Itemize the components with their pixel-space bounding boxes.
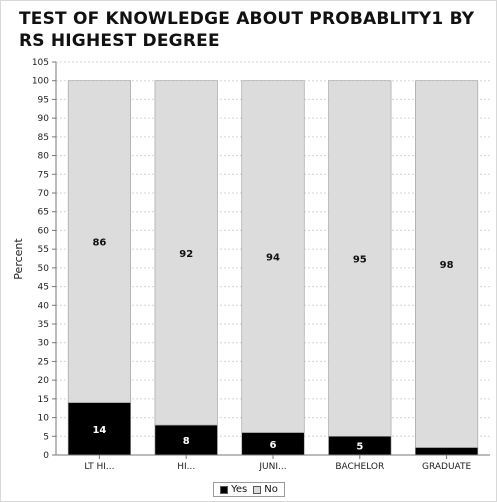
y-tick-label: 5: [43, 432, 49, 442]
chart-title: TEST OF KNOWLEDGE ABOUT PROBABLITY1 BY R…: [19, 9, 475, 51]
bars-layer: [67, 80, 479, 456]
y-tick-label: 25: [38, 357, 49, 367]
y-tick-label: 15: [38, 395, 49, 405]
x-tick-label: HI...: [177, 462, 195, 472]
y-tick-label: 75: [38, 170, 49, 180]
y-tick-label: 50: [38, 264, 50, 274]
bar-no-3: [241, 80, 305, 433]
data-label-no-2: 92: [179, 249, 193, 260]
y-tick-label: 20: [38, 376, 50, 386]
data-label-yes-3: 6: [270, 440, 277, 451]
y-tick-label: 55: [38, 245, 49, 255]
y-tick-label: 35: [38, 320, 49, 330]
legend-label-no: No: [264, 484, 278, 495]
y-tick-label: 80: [38, 152, 50, 162]
legend: Yes No: [213, 482, 285, 497]
y-tick-label: 0: [43, 451, 49, 461]
bar-no-4: [328, 80, 392, 437]
legend-item-no: No: [253, 484, 278, 495]
y-tick-label: 100: [32, 77, 49, 87]
legend-label-yes: Yes: [231, 484, 248, 495]
x-tick-label: JUNI...: [258, 462, 286, 472]
y-tick-label: 40: [38, 301, 50, 311]
y-axis-label: Percent: [12, 238, 25, 280]
y-tick-label: 30: [38, 339, 50, 349]
legend-item-yes: Yes: [220, 484, 247, 495]
data-label-no-5: 98: [440, 260, 454, 271]
data-label-no-4: 95: [353, 255, 367, 266]
bar-yes-5: [415, 447, 479, 456]
bar-yes-1: [67, 402, 131, 456]
y-tick-label: 70: [38, 189, 50, 199]
bar-no-5: [415, 80, 479, 448]
axis-layer: 0510152025303540455055606570758085909510…: [32, 58, 490, 472]
data-label-yes-2: 8: [183, 436, 190, 447]
bar-no-2: [154, 80, 218, 426]
x-tick-label: GRADUATE: [422, 462, 471, 472]
data-label-no-3: 94: [266, 253, 280, 264]
x-tick-label: LT HI...: [84, 462, 114, 472]
data-labels-layer: 14 86 8 92 6 94 5 95 98: [92, 238, 453, 453]
y-tick-label: 65: [38, 208, 49, 218]
legend-swatch-no: [253, 485, 262, 494]
y-tick-label: 85: [38, 133, 49, 143]
x-tick-label: BACHELOR: [335, 462, 384, 472]
data-label-no-1: 86: [92, 238, 106, 249]
y-tick-label: 95: [38, 95, 49, 105]
data-label-yes-4: 5: [356, 442, 363, 453]
y-tick-label: 60: [38, 226, 50, 236]
legend-swatch-yes: [220, 485, 229, 494]
bar-no-1: [67, 80, 131, 403]
y-tick-label: 105: [32, 58, 49, 68]
y-tick-label: 90: [38, 114, 50, 124]
y-tick-label: 10: [38, 414, 50, 424]
y-tick-label: 45: [38, 283, 49, 293]
data-label-yes-1: 14: [92, 425, 106, 436]
